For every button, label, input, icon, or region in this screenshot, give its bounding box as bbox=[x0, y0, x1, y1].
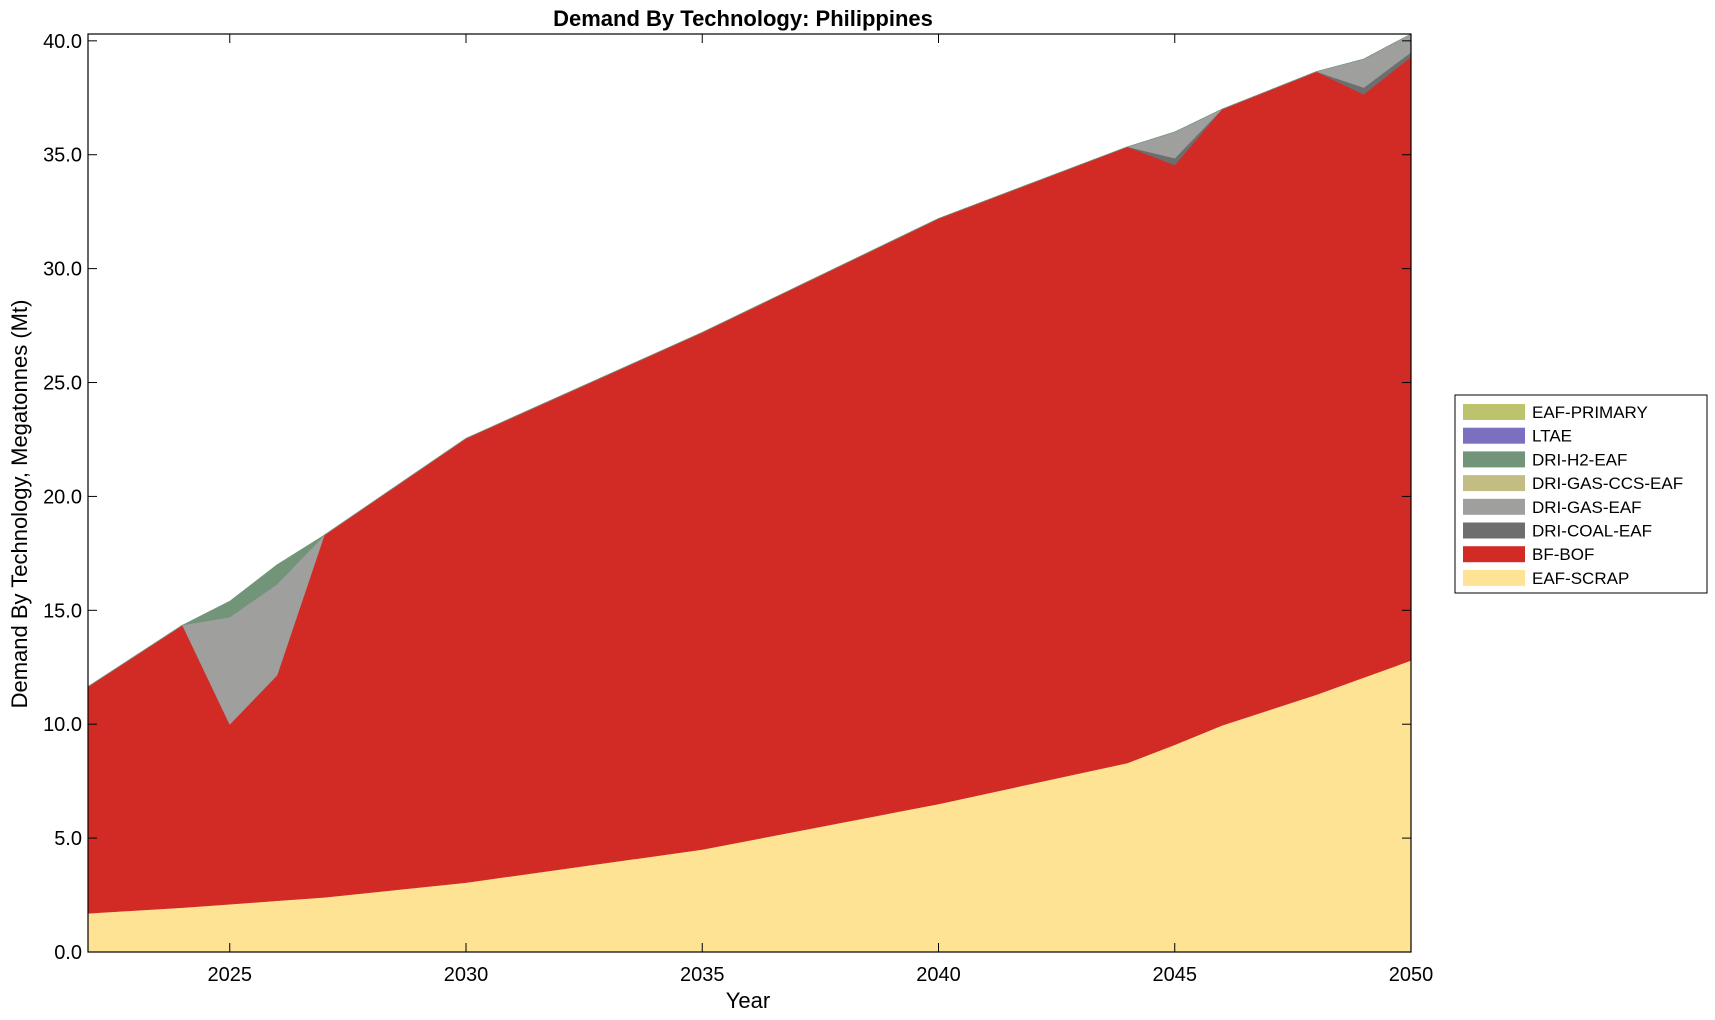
legend-label-dri-gas-eaf: DRI-GAS-EAF bbox=[1532, 498, 1642, 517]
legend-swatch-eaf-primary bbox=[1463, 404, 1525, 420]
y-tick-label: 25.0 bbox=[43, 373, 82, 395]
x-axis-ticks: 2025 2030 2035 2040 2045 2050 bbox=[208, 34, 1434, 986]
legend-swatch-bf-bof bbox=[1463, 546, 1525, 563]
x-tick-label: 2045 bbox=[1153, 964, 1198, 986]
x-tick-label: 2050 bbox=[1389, 964, 1434, 986]
legend: EAF-PRIMARY LTAE DRI-H2-EAF DRI-GAS-CCS-EAF… bbox=[1454, 394, 1708, 594]
legend-swatch-dri-h2-eaf bbox=[1463, 451, 1525, 468]
chart-title: Demand By Technology: Philippines bbox=[553, 6, 933, 31]
legend-label-eaf-scrap: EAF-SCRAP bbox=[1532, 569, 1629, 588]
y-tick-label: 30.0 bbox=[43, 259, 82, 281]
legend-label-bf-bof: BF-BOF bbox=[1532, 545, 1594, 564]
y-tick-label: 35.0 bbox=[43, 145, 82, 167]
y-tick-label: 0.0 bbox=[54, 942, 82, 964]
stacked-areas bbox=[87, 33, 1412, 953]
y-axis-label: Demand By Technology, Megatonnes (Mt) bbox=[7, 300, 32, 709]
legend-swatch-dri-gas-ccs-eaf bbox=[1463, 475, 1525, 492]
legend-swatch-dri-coal-eaf bbox=[1463, 522, 1525, 539]
legend-label-eaf-primary: EAF-PRIMARY bbox=[1532, 403, 1648, 422]
x-tick-label: 2025 bbox=[208, 964, 253, 986]
y-tick-label: 5.0 bbox=[54, 828, 82, 850]
legend-swatch-dri-gas-eaf bbox=[1463, 498, 1525, 515]
legend-label-dri-h2-eaf: DRI-H2-EAF bbox=[1532, 450, 1627, 469]
y-tick-label: 40.0 bbox=[43, 31, 82, 53]
legend-swatch-eaf-scrap bbox=[1463, 569, 1525, 586]
y-tick-label: 15.0 bbox=[43, 600, 82, 622]
legend-label-ltae: LTAE bbox=[1532, 427, 1572, 446]
x-tick-label: 2040 bbox=[916, 964, 961, 986]
x-tick-label: 2035 bbox=[680, 964, 725, 986]
y-axis-ticks: 0.0 5.0 10.0 15.0 20.0 25.0 30.0 35.0 40.0 bbox=[43, 31, 1411, 964]
legend-label-dri-coal-eaf: DRI-COAL-EAF bbox=[1532, 522, 1652, 541]
x-tick-label: 2030 bbox=[444, 964, 489, 986]
x-axis-label: Year bbox=[726, 988, 770, 1013]
legend-label-dri-gas-ccs-eaf: DRI-GAS-CCS-EAF bbox=[1532, 474, 1683, 493]
y-tick-label: 10.0 bbox=[43, 714, 82, 736]
y-tick-label: 20.0 bbox=[43, 486, 82, 508]
plot-frame bbox=[87, 33, 1412, 953]
legend-swatch-ltae bbox=[1463, 427, 1525, 444]
